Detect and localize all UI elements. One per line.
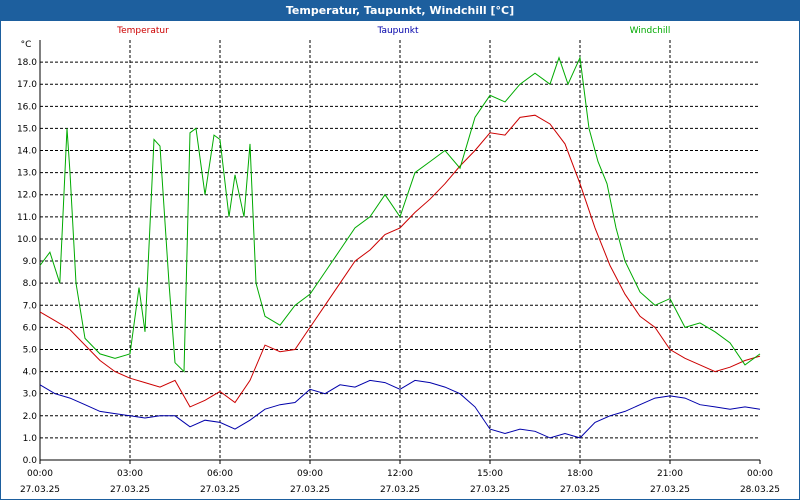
- x-tick-time-label: 03:00: [117, 469, 143, 479]
- y-tick-label: 4.0: [23, 368, 38, 378]
- y-tick-label: 8.0: [23, 279, 38, 289]
- x-tick-time-label: 12:00: [387, 469, 413, 479]
- legend-entry-windchill: Windchill: [630, 26, 671, 36]
- x-tick-time-label: 09:00: [297, 469, 323, 479]
- series-line-temperatur: [39, 114, 761, 408]
- y-tick-label: 9.0: [23, 257, 38, 267]
- y-tick-label: 15.0: [17, 124, 37, 134]
- x-tick-date-label: 27.03.25: [380, 485, 420, 495]
- x-tick-date-label: 27.03.25: [20, 485, 60, 495]
- y-tick-label: 12.0: [17, 191, 37, 201]
- x-tick-date-label: 27.03.25: [560, 485, 600, 495]
- series-line-taupunkt: [39, 379, 761, 439]
- x-tick-date-label: 27.03.25: [200, 485, 240, 495]
- series-line-windchill: [39, 55, 761, 373]
- y-tick-label: 16.0: [17, 102, 37, 112]
- y-tick-label: 18.0: [17, 58, 37, 68]
- y-tick-label: 17.0: [17, 80, 37, 90]
- x-tick-time-label: 00:00: [27, 469, 53, 479]
- y-tick-label: 7.0: [23, 301, 38, 311]
- x-tick-date-label: 27.03.25: [650, 485, 690, 495]
- y-tick-label: 10.0: [17, 235, 37, 245]
- y-tick-label: 6.0: [23, 323, 38, 333]
- y-tick-label: 2.0: [23, 412, 38, 422]
- x-tick-time-label: 06:00: [207, 469, 233, 479]
- y-tick-label: 14.0: [17, 147, 37, 157]
- x-tick-time-label: 21:00: [657, 469, 683, 479]
- y-tick-label: 1.0: [23, 434, 38, 444]
- x-tick-time-label: 18:00: [567, 469, 593, 479]
- y-tick-label: 11.0: [17, 213, 37, 223]
- x-tick-time-label: 15:00: [477, 469, 503, 479]
- chart-title-bar: Temperatur, Taupunkt, Windchill [°C]: [0, 0, 800, 20]
- chart-title: Temperatur, Taupunkt, Windchill [°C]: [285, 3, 515, 17]
- legend-entry-taupunkt: Taupunkt: [376, 26, 419, 36]
- y-tick-label: 13.0: [17, 169, 37, 179]
- x-tick-date-label: 27.03.25: [470, 485, 510, 495]
- x-tick-date-label: 27.03.25: [110, 485, 150, 495]
- x-tick-date-label: 28.03.25: [740, 485, 780, 495]
- x-tick-date-label: 27.03.25: [290, 485, 330, 495]
- x-tick-time-label: 00:00: [747, 469, 773, 479]
- legend-entry-temperatur: Temperatur: [116, 26, 169, 36]
- y-tick-label: 0.0: [23, 456, 38, 466]
- y-axis-unit-label: °C: [21, 40, 32, 50]
- y-tick-label: 3.0: [23, 390, 38, 400]
- y-tick-label: 5.0: [23, 345, 38, 355]
